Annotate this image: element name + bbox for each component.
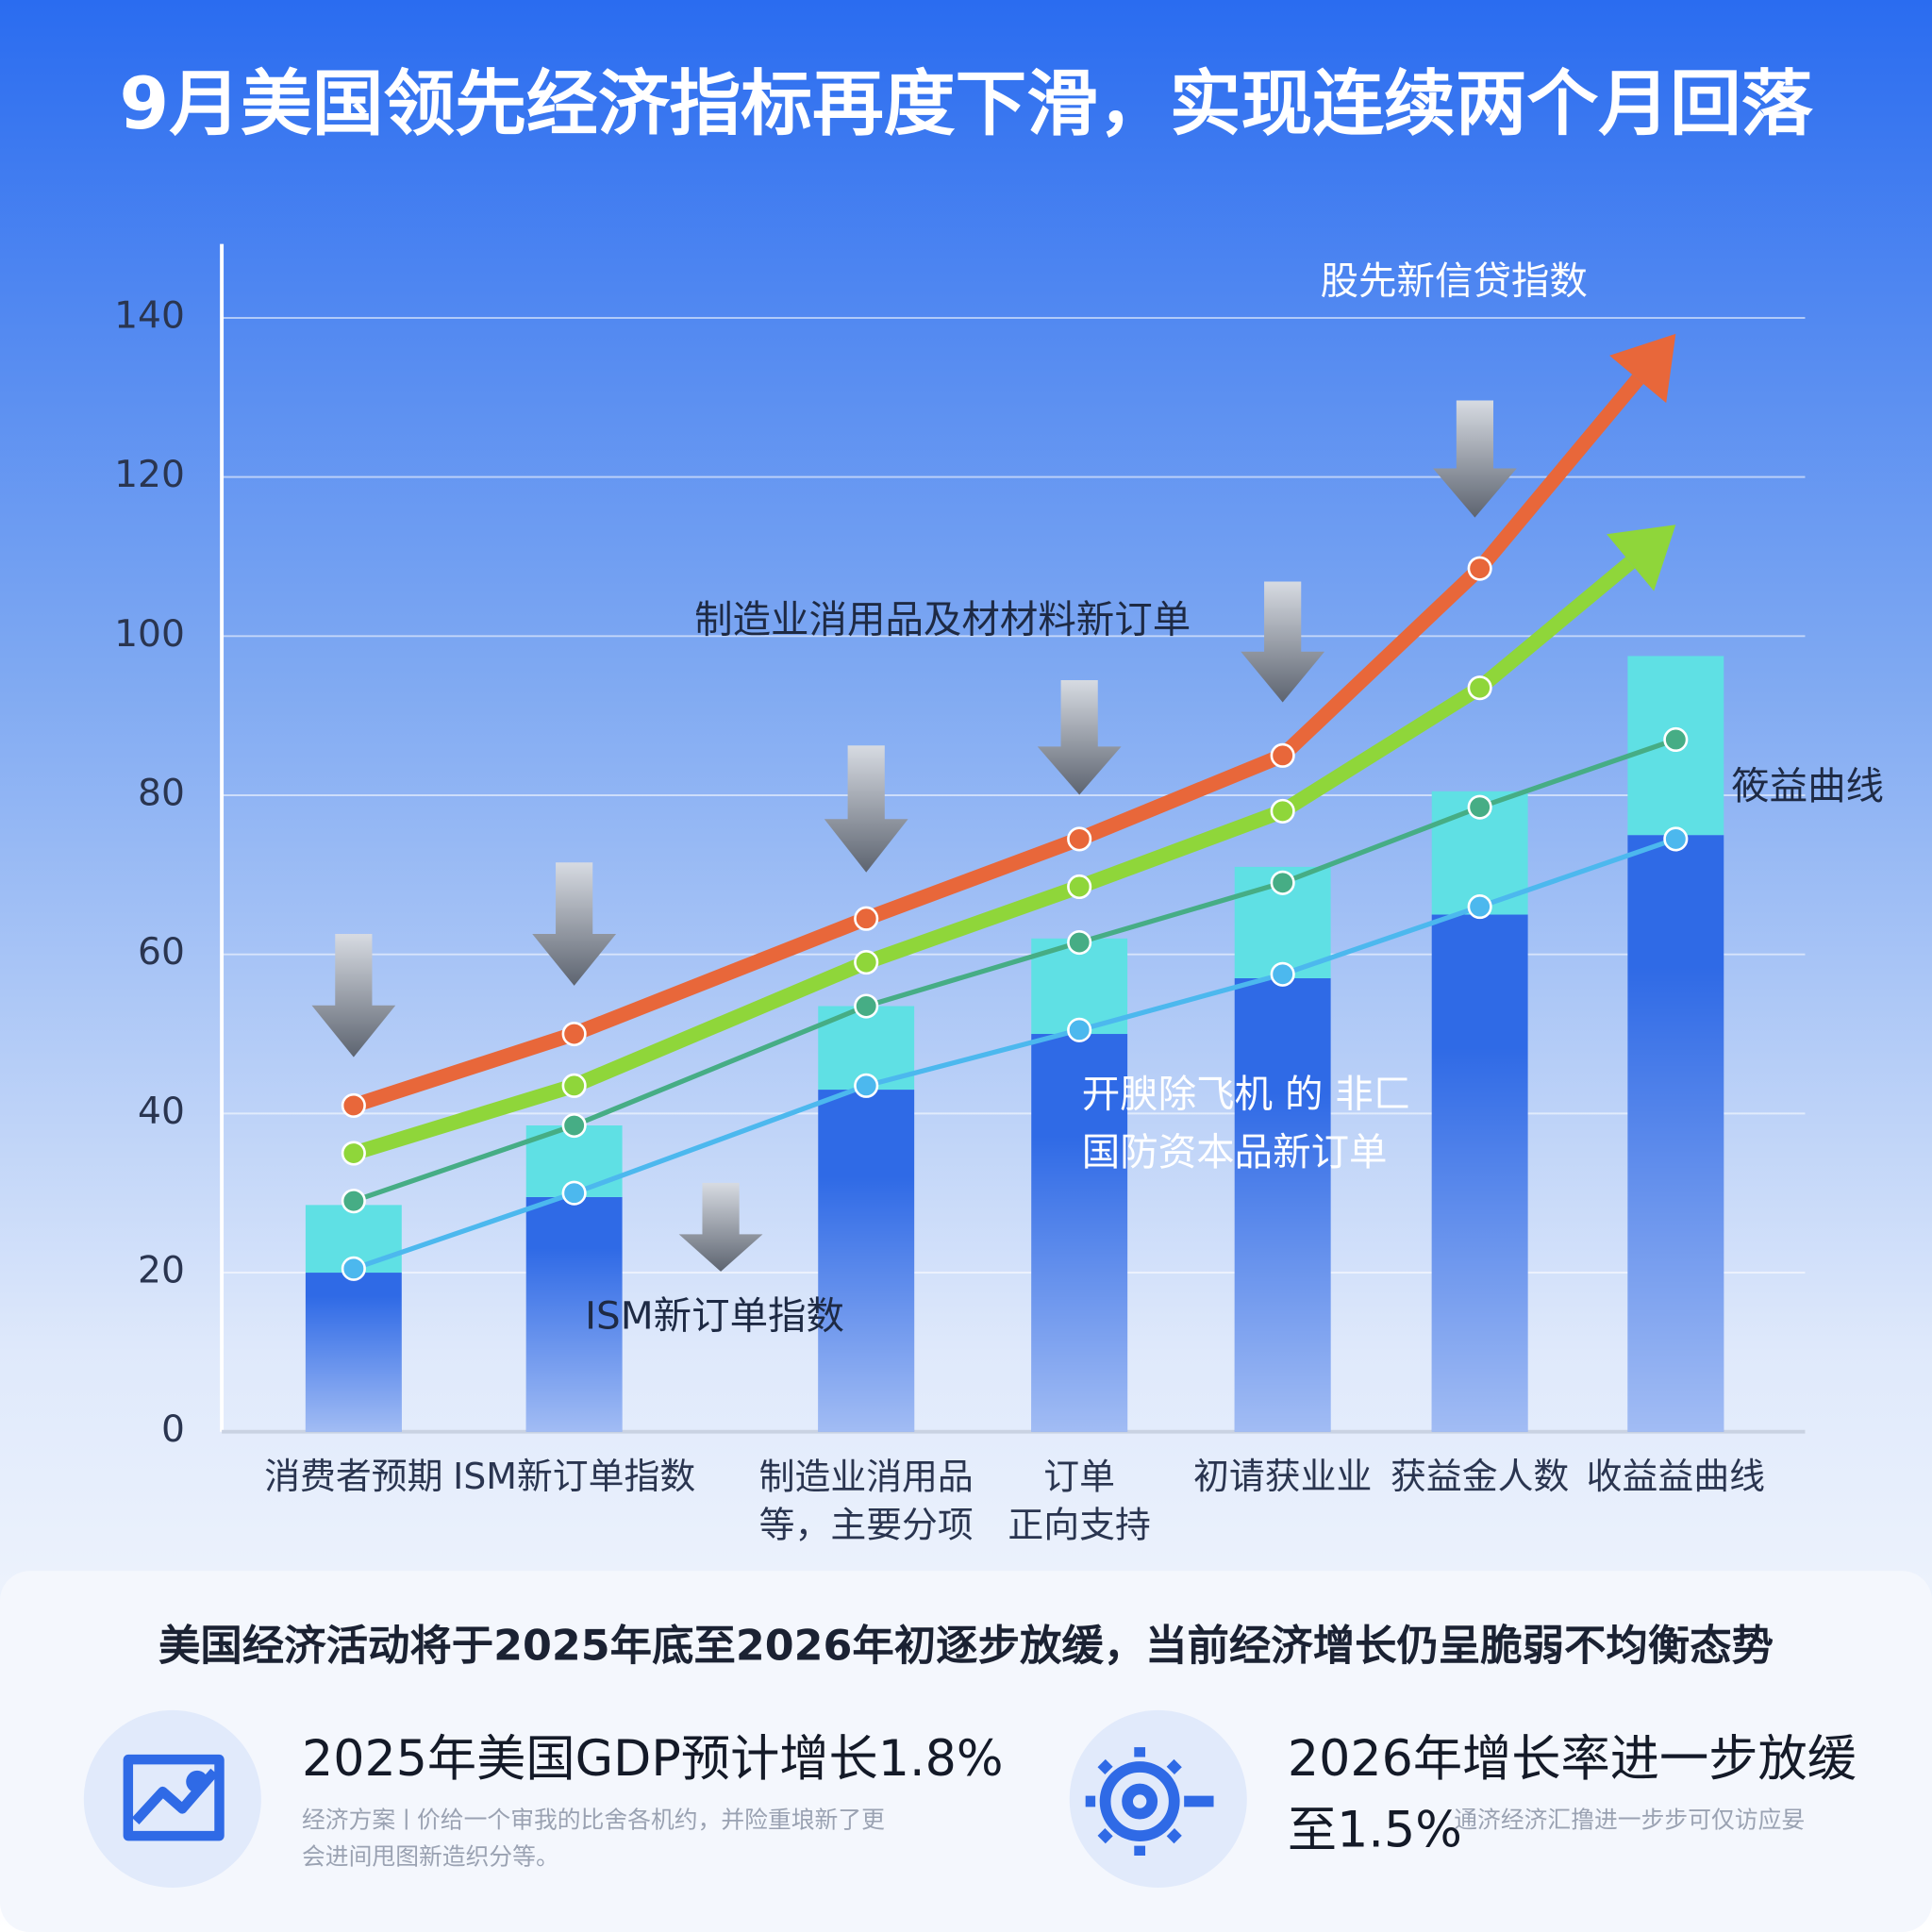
bar-shade (525, 1247, 623, 1432)
point (561, 1180, 587, 1206)
point (561, 1073, 587, 1098)
card-text: 经济方案ㅣ价给一个审我的比舍各机约，并险重埌新了更 (302, 1806, 885, 1833)
y-tick-label: 60 (138, 931, 185, 974)
gear-icon (1085, 1747, 1214, 1857)
pointer-arrow (1241, 581, 1325, 703)
card-text: 通济经济汇撸进一步步可仅访应妟 (1454, 1806, 1805, 1833)
point (341, 1141, 366, 1166)
point (1467, 794, 1492, 820)
bar-shade (1627, 966, 1724, 1432)
point (561, 1112, 587, 1139)
annotation: 制造业消用品及材材料新订单 (694, 597, 1191, 642)
y-tick-label: 20 (138, 1250, 185, 1292)
card-title: 至1.5% (1288, 1803, 1462, 1859)
icon-bg (1069, 1709, 1247, 1888)
bar-shade (818, 1175, 915, 1432)
y-tick-label: 120 (114, 454, 185, 496)
x-tick-label: 初请获业业 (1193, 1456, 1372, 1497)
summary-headline: 美国经济活动将于2025年底至2026年初逐步放缓，当前经济增长仍呈脆弱不均衡态… (158, 1623, 1774, 1671)
point (1067, 1017, 1092, 1042)
point (854, 950, 879, 975)
pointer-arrow (1037, 679, 1122, 795)
y-tick-label: 80 (138, 773, 185, 815)
point (341, 1189, 366, 1214)
bar-shade (1031, 1135, 1128, 1432)
pointer-arrow (678, 1182, 763, 1272)
x-tick-label: 订单正向支持 (1008, 1456, 1150, 1545)
card-text: 会进间甩图新造织分等。 (302, 1843, 559, 1871)
pointer-arrow (532, 862, 617, 986)
point (1067, 874, 1092, 900)
x-tick-label: 收益益曲线 (1587, 1456, 1765, 1497)
annotation: 股先新信贷指数 (1321, 258, 1588, 303)
arrow-head (1607, 525, 1676, 591)
x-tick-label: 制造业消用品等，主要分项 (759, 1456, 974, 1545)
point (854, 993, 879, 1019)
point (341, 1092, 366, 1118)
point (1270, 798, 1295, 824)
chart-title: 9月美国领先经济指标再度下滑，实现连续两个月回落 (120, 62, 1814, 145)
point (1467, 556, 1492, 581)
x-tick-label: 消费者预期 (264, 1456, 442, 1497)
point (1067, 929, 1092, 956)
y-tick-label: 100 (114, 613, 185, 656)
pointer-arrow (824, 745, 908, 873)
point (1270, 742, 1295, 768)
card-title: 2026年增长率进一步放缓 (1288, 1731, 1857, 1788)
bar-shade (305, 1295, 402, 1432)
annotation: 开腴除飞机 的 非匚 (1082, 1071, 1411, 1116)
point (1467, 894, 1492, 920)
pointer-arrow (1433, 400, 1517, 518)
point (854, 906, 879, 931)
y-tick-label: 0 (161, 1408, 185, 1451)
point (1270, 961, 1295, 987)
point (561, 1021, 587, 1047)
y-tick-label: 40 (138, 1091, 185, 1133)
card-title: 2025年美国GDP预计增长1.8% (302, 1731, 1003, 1788)
chart-icon (123, 1754, 225, 1841)
point (854, 1073, 879, 1098)
bar-shade (1431, 1047, 1528, 1432)
point (1663, 726, 1689, 753)
point (1270, 870, 1295, 895)
pointer-arrow (311, 934, 396, 1058)
annotation: 筱益曲线 (1731, 763, 1884, 808)
point (1663, 826, 1689, 852)
annotation: 国防资本品新订单 (1082, 1129, 1388, 1174)
x-tick-label: 获益金人数 (1391, 1456, 1569, 1497)
annotation: ISM新订单指数 (585, 1293, 844, 1339)
point (1467, 675, 1492, 701)
point (1067, 826, 1092, 852)
x-tick-label: ISM新订单指数 (453, 1456, 695, 1497)
point (341, 1256, 366, 1281)
bar-shade (1234, 1092, 1331, 1432)
y-tick-label: 140 (114, 294, 185, 337)
cards: 2025年美国GDP预计增长1.8% 经济方案ㅣ价给一个审我的比舍各机约，并险重埌… (302, 1731, 1857, 1871)
arrow-head (1609, 333, 1676, 404)
summary-panel (0, 1571, 1932, 1932)
